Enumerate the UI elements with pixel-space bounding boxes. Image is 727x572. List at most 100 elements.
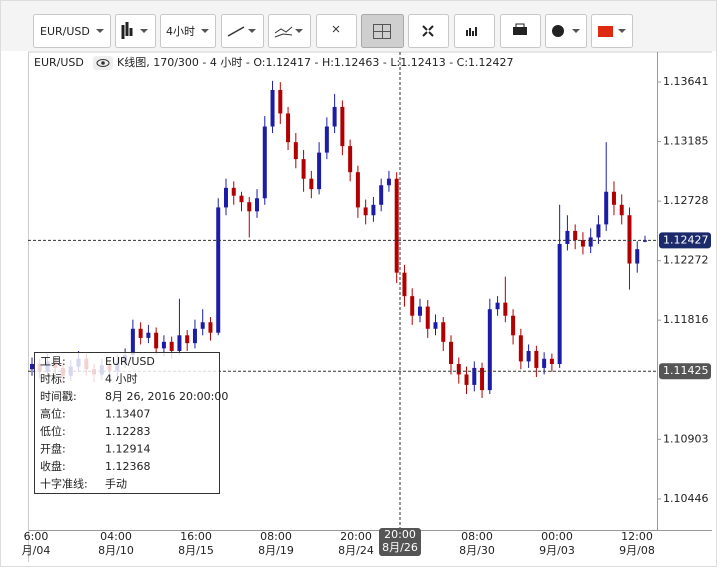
candle-body [643,240,647,242]
candle-body [293,142,298,160]
candle-body [379,185,384,205]
candle-body [208,322,213,333]
crosshair-date: 8月/26 [382,541,418,554]
x-tick-time: 12:00 [621,530,653,543]
draw-button[interactable] [221,14,264,48]
candle-body [611,191,616,205]
candle-body [30,364,34,370]
candle-body [526,350,531,362]
candle-body [534,350,539,368]
candle-body [425,306,430,329]
timeframe-label[interactable]: 4小时 [166,25,195,38]
crosshair-icon-lines [373,24,391,39]
dropdown-arrow [572,29,580,33]
x-tick-date: 月/04 [22,544,51,557]
info-value: 1.12368 [105,460,151,473]
candle-body [557,243,562,365]
x-tick-time: 16:00 [180,530,212,543]
candle-body [573,230,578,241]
timeframe-button[interactable] [160,14,216,48]
candle-body [247,202,252,212]
candle-body [185,335,190,344]
x-tick-time: 6:00 [24,530,49,543]
candle-body [433,322,438,329]
x-tick-date: 8月/15 [178,544,214,557]
candle-body [192,328,197,344]
info-label: 十字准线: [40,477,88,491]
candle-body [169,341,174,351]
candle-body [301,159,306,179]
candle-body [177,335,182,351]
candle-body [231,187,236,196]
symbol-button[interactable] [33,14,111,48]
last-price-box [659,232,711,249]
candle-body [355,172,360,208]
candle-body [262,126,267,199]
candle-body [324,126,329,153]
info-label: 时间戳: [40,390,77,403]
candle-body [588,237,593,247]
candle-body [487,309,492,391]
y-tick-label: 1.10903 [663,432,709,445]
candle-body [130,328,135,355]
candle-body [270,89,275,127]
info-label: 开盘: [40,442,66,456]
indicator-button[interactable] [268,14,311,48]
y-tick-label: 1.10446 [663,492,709,505]
indicator-icon [274,26,293,38]
candle-body [449,341,454,365]
candle-body [138,328,143,338]
candle-body [348,146,353,173]
candle-body [456,364,461,375]
candle-body [286,113,291,143]
dropdown-arrow [248,29,256,33]
candle-body [580,240,585,247]
print-icon-top [515,23,525,29]
candle-body [146,332,151,338]
x-tick-time: 20:00 [340,530,372,543]
candle-body [511,315,516,336]
x-tick-date: 9月/08 [619,544,655,557]
y-tick-label: 1.12728 [663,194,709,207]
info-value: 8月 26, 2016 20:00:00 [105,390,228,403]
volume-icon [466,27,477,36]
candle-body [386,178,391,186]
candle-body [503,302,508,316]
dropdown-arrow [140,29,148,33]
eye-pupil [101,61,105,65]
line-icon [227,26,245,37]
volume-button[interactable] [454,14,495,48]
candle-body [480,367,485,391]
flag-icon [598,26,613,37]
candle-body [223,187,228,208]
candle-body [309,178,314,190]
info-value: 手动 [105,477,127,491]
candle-body [394,178,399,273]
info-label: 高位: [40,407,66,421]
candle-body [154,332,159,349]
candle-body [402,272,407,297]
info-value: EUR/USD [105,355,155,368]
info-label: 时标: [40,372,66,386]
fullscreen-button[interactable] [408,14,449,48]
candle-body [317,152,322,190]
info-value: 1.12914 [105,443,151,456]
x-tick-date: 8月/24 [338,544,374,557]
theme-button[interactable] [545,14,587,48]
candle-body [278,89,283,114]
candle-body [417,306,422,316]
y-tick-label: 1.13185 [663,135,709,148]
toolbar-buttons: EUR/USD 4小时 [33,14,633,48]
symbol-label[interactable]: EUR/USD [40,25,90,38]
x-tick-date: 8月/10 [98,544,134,557]
clear-button[interactable] [316,14,357,48]
crosshair-price-label: 1.11425 [663,364,709,377]
candle-body [619,204,624,216]
dropdown-arrow [295,29,303,33]
theme-icon [552,25,564,37]
candle-body [371,204,376,216]
last-price-label: 1.12427 [663,233,709,246]
candle-body [596,224,601,238]
crosshair-time-box [379,528,421,556]
